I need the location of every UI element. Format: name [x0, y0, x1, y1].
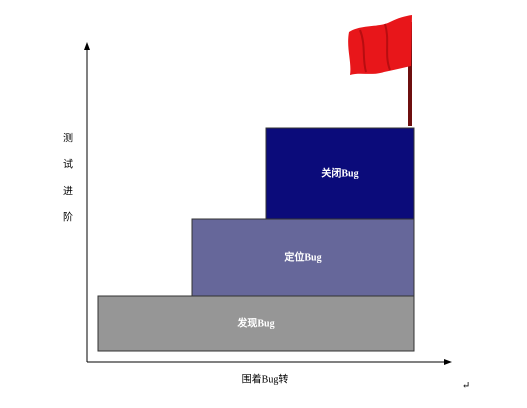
flag — [348, 15, 412, 75]
y-axis-label: 进 — [63, 185, 73, 197]
block-close — [265, 127, 415, 220]
x-axis-label: 围着Bug转 — [242, 372, 289, 385]
flag-fold — [384, 23, 391, 71]
y-axis-label: 阶 — [63, 210, 73, 223]
flag-fold — [359, 29, 367, 73]
paragraph-mark: ↵ — [462, 380, 470, 391]
y-axis-label: 测 — [63, 131, 73, 144]
block-label: 关闭Bug — [321, 166, 358, 179]
flag-pole — [408, 22, 412, 126]
block-find — [97, 295, 415, 352]
y-axis-label: 试 — [63, 157, 73, 170]
block-label: 发现Bug — [236, 316, 274, 329]
block-label: 定位Bug — [284, 250, 321, 263]
